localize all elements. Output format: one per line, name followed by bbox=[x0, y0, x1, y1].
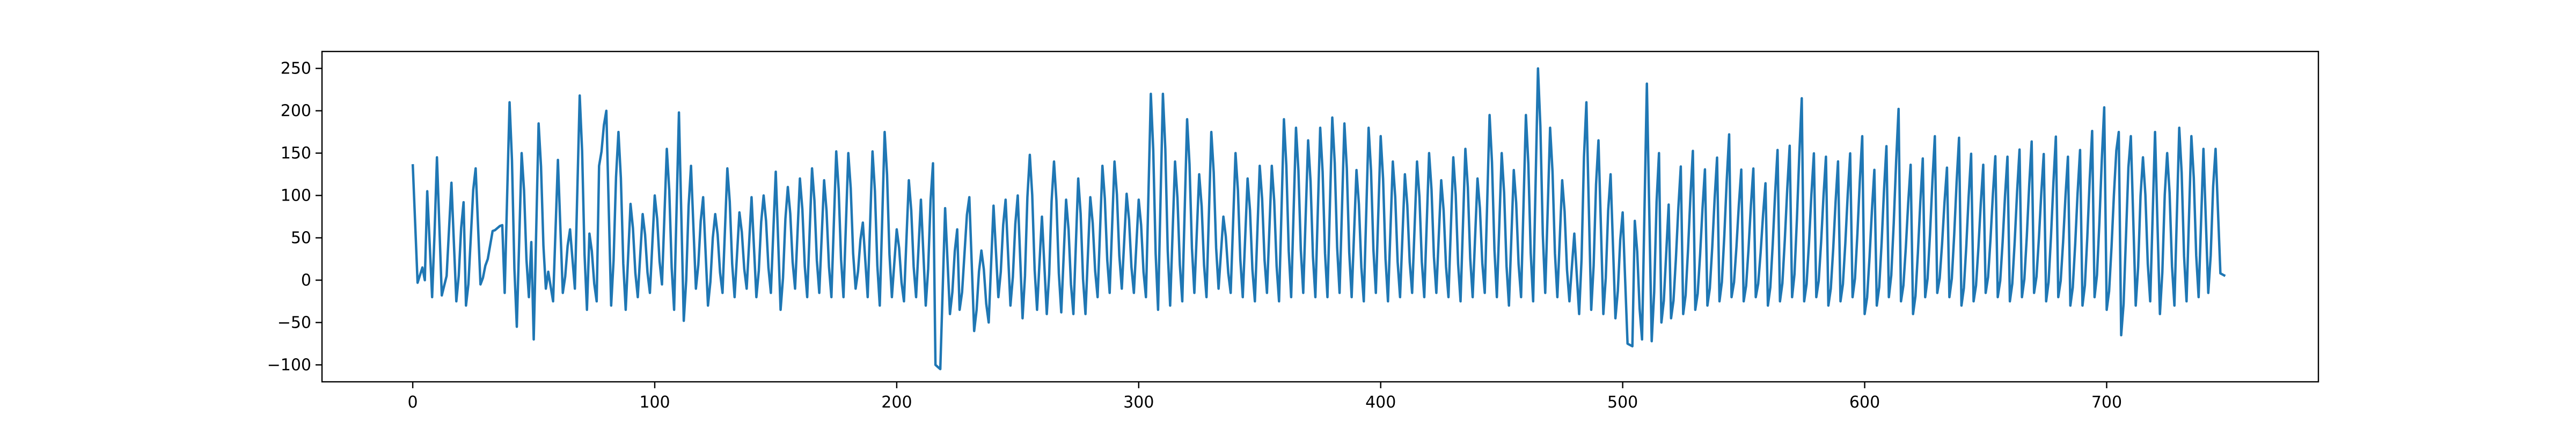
axes-frame bbox=[321, 50, 2319, 383]
x-tick-label: 400 bbox=[1365, 393, 1396, 412]
x-axis: 0 100 200 300 400 500 600 700 bbox=[408, 382, 2122, 412]
x-tick-label: 0 bbox=[408, 393, 418, 412]
y-axis: −100 −50 0 50 100 150 200 250 bbox=[267, 60, 322, 374]
y-tick-label: 150 bbox=[281, 144, 311, 163]
x-tick-label: 500 bbox=[1607, 393, 1638, 412]
x-tick-label: 100 bbox=[639, 393, 670, 412]
plot-area bbox=[411, 67, 2226, 371]
y-tick-label: 0 bbox=[301, 271, 311, 290]
x-tick-label: 300 bbox=[1123, 393, 1154, 412]
y-tick-label: 250 bbox=[281, 60, 311, 78]
x-tick-label: 200 bbox=[881, 393, 912, 412]
series-line bbox=[411, 67, 2226, 371]
y-tick-label: −100 bbox=[267, 356, 311, 374]
y-tick-label: 100 bbox=[281, 187, 311, 205]
x-tick-label: 600 bbox=[1849, 393, 1880, 412]
y-tick-label: 200 bbox=[281, 102, 311, 121]
y-tick-label: 50 bbox=[291, 228, 311, 247]
y-tick-label: −50 bbox=[277, 313, 311, 332]
x-tick-label: 700 bbox=[2091, 393, 2122, 412]
